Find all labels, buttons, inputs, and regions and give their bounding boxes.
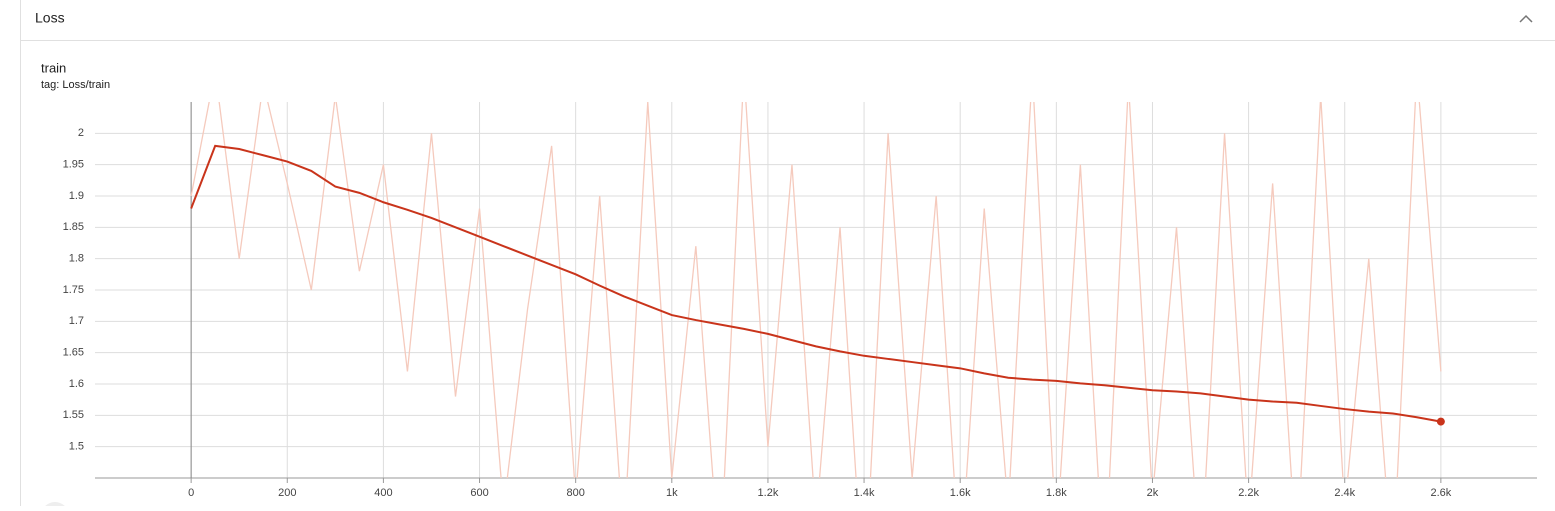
y-tick-label: 1.75 bbox=[63, 284, 84, 296]
x-tick-label: 600 bbox=[470, 487, 488, 499]
x-tick-label: 0 bbox=[188, 487, 194, 499]
x-tick-label: 2.6k bbox=[1430, 487, 1451, 499]
x-tick-label: 2k bbox=[1147, 487, 1159, 499]
y-tick-label: 1.85 bbox=[63, 221, 84, 233]
fab[interactable] bbox=[41, 502, 69, 511]
x-tick-label: 1.8k bbox=[1046, 487, 1067, 499]
collapse-icon[interactable] bbox=[1519, 14, 1533, 23]
y-tick-label: 1.65 bbox=[63, 347, 84, 359]
x-tick-label: 400 bbox=[374, 487, 392, 499]
series-group bbox=[190, 102, 1442, 478]
chart-subtitle: tag: Loss/train bbox=[41, 79, 110, 91]
x-tick-label: 1.6k bbox=[950, 487, 971, 499]
section-title[interactable]: Loss bbox=[35, 10, 65, 26]
y-tick-label: 1.5 bbox=[69, 441, 84, 453]
y-tick-label: 1.8 bbox=[69, 253, 84, 265]
x-tick-label: 1k bbox=[666, 487, 678, 499]
end-point bbox=[1436, 417, 1445, 426]
series-line bbox=[190, 144, 1442, 423]
y-tick-label: 1.95 bbox=[63, 159, 84, 171]
x-tick-label: 1.2k bbox=[758, 487, 779, 499]
chart-title: train bbox=[41, 60, 66, 75]
x-tick-label: 2.2k bbox=[1238, 487, 1259, 499]
x-tick-label: 2.4k bbox=[1334, 487, 1355, 499]
x-tick-label: 800 bbox=[566, 487, 584, 499]
x-tick-label: 200 bbox=[278, 487, 296, 499]
y-tick-label: 1.55 bbox=[63, 409, 84, 421]
x-tick-label: 1.4k bbox=[854, 487, 875, 499]
y-tick-label: 1.7 bbox=[69, 315, 84, 327]
plot: 1.5 1.55 1.6 1.65 1.7 1.75 1.8 1.85 1.9 1.95 2 0 200… bbox=[63, 102, 1537, 499]
series-line bbox=[190, 102, 1442, 478]
y-tick-label: 1.9 bbox=[69, 190, 84, 202]
y-tick-label: 2 bbox=[78, 127, 84, 139]
y-tick-label: 1.6 bbox=[69, 378, 84, 390]
